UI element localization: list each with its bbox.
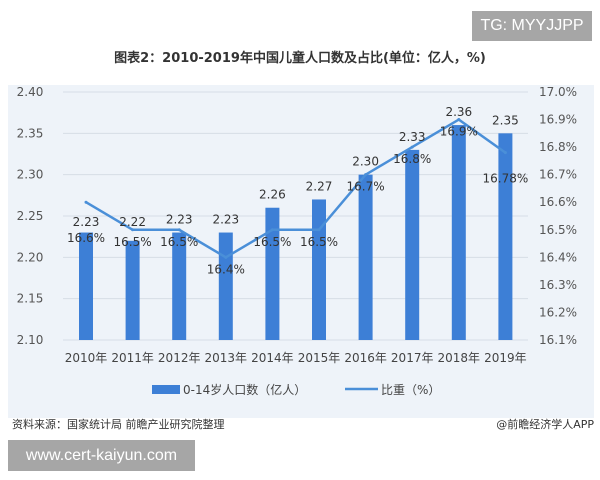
bar-value-label: 2.33 [399, 130, 426, 144]
source-note: 资料来源：国家统计局 前瞻产业研究院整理 [12, 418, 225, 431]
bar-value-label: 2.23 [166, 213, 193, 227]
ratio-value-label: 16.8% [393, 152, 431, 166]
y-left-tick: 2.20 [17, 250, 44, 264]
ratio-point [131, 228, 135, 232]
y-left-tick: 2.25 [17, 209, 44, 223]
bar-value-label: 2.22 [119, 215, 146, 229]
x-tick: 2015年 [298, 351, 341, 365]
ratio-value-label: 16.5% [253, 235, 291, 249]
y-right-tick: 16.4% [539, 250, 577, 264]
bar-value-label: 2.35 [492, 113, 519, 127]
y-left-tick: 2.30 [17, 168, 44, 182]
ratio-point [410, 145, 414, 149]
x-tick: 2017年 [391, 351, 434, 365]
y-right-tick: 16.3% [539, 278, 577, 292]
legend-line-label: 比重（%） [381, 383, 440, 397]
ratio-value-label: 16.9% [440, 125, 478, 139]
ratio-value-label: 16.5% [114, 235, 152, 249]
bar [312, 199, 326, 340]
y-right-tick: 16.6% [539, 195, 577, 209]
ratio-value-label: 16.6% [67, 231, 105, 245]
bar [79, 232, 93, 340]
bar-value-label: 2.26 [259, 188, 286, 202]
bar [172, 232, 187, 340]
bar [218, 232, 233, 340]
ratio-point [317, 228, 321, 232]
x-tick: 2011年 [111, 351, 154, 365]
bar-value-label: 2.36 [445, 105, 472, 119]
y-left-tick: 2.15 [17, 292, 44, 306]
bar-value-label: 2.23 [212, 213, 239, 227]
brand-note: @前瞻经济学人APP [496, 418, 594, 431]
ratio-value-label: 16.78% [483, 172, 529, 186]
y-left-tick: 2.35 [17, 126, 44, 140]
chart-panel [8, 85, 594, 418]
y-left-tick: 2.40 [17, 85, 44, 99]
x-tick: 2019年 [484, 351, 527, 365]
bar [451, 125, 466, 340]
bar [265, 207, 280, 340]
bar [405, 149, 420, 340]
y-right-tick: 16.7% [539, 168, 577, 182]
watermark-site: www.cert-kaiyun.com [8, 440, 195, 471]
ratio-line [85, 118, 507, 259]
bar-value-label: 2.30 [352, 155, 379, 169]
y-right-tick: 16.2% [539, 305, 577, 319]
x-tick: 2016年 [344, 351, 387, 365]
ratio-point [224, 255, 228, 259]
bar-value-label: 2.27 [306, 179, 333, 193]
bar-value-label: 2.23 [73, 215, 100, 229]
x-tick: 2018年 [438, 351, 481, 365]
chart-title: 图表2：2010-2019年中国儿童人口数及占比(单位：亿人，%) [114, 51, 486, 66]
y-right-tick: 17.0% [539, 85, 577, 99]
x-tick: 2013年 [205, 351, 248, 365]
ratio-value-label: 16.7% [347, 180, 385, 194]
y-right-tick: 16.8% [539, 140, 577, 154]
ratio-value-label: 16.4% [207, 262, 245, 276]
x-tick: 2012年 [158, 351, 201, 365]
y-right-tick: 16.5% [539, 223, 577, 237]
watermark-tg: TG: MYYJJPP [472, 11, 592, 41]
legend-bar-swatch [152, 385, 180, 394]
x-tick: 2010年 [65, 351, 108, 365]
ratio-point [270, 228, 274, 232]
ratio-point [457, 118, 461, 122]
ratio-value-label: 16.5% [300, 235, 338, 249]
bar [358, 174, 373, 340]
y-right-tick: 16.9% [539, 113, 577, 127]
ratio-point [84, 200, 88, 204]
ratio-value-label: 16.5% [160, 235, 198, 249]
y-right-tick: 16.1% [539, 333, 577, 347]
y-left-tick: 2.10 [17, 333, 44, 347]
x-tick: 2014年 [251, 351, 294, 365]
ratio-point [503, 151, 507, 155]
ratio-point [177, 228, 181, 232]
legend-bar-label: 0-14岁人口数（亿人） [183, 382, 306, 397]
bar [125, 240, 140, 340]
bar [498, 133, 513, 340]
ratio-point [364, 173, 368, 177]
